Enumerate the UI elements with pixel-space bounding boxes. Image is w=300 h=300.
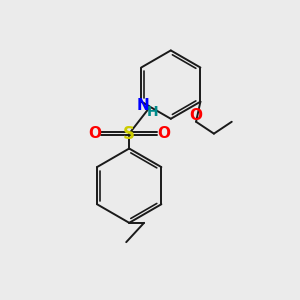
Text: N: N: [137, 98, 150, 113]
Text: S: S: [123, 125, 135, 143]
Text: O: O: [158, 126, 170, 141]
Text: O: O: [88, 126, 101, 141]
Text: H: H: [147, 105, 158, 119]
Text: O: O: [190, 108, 202, 123]
